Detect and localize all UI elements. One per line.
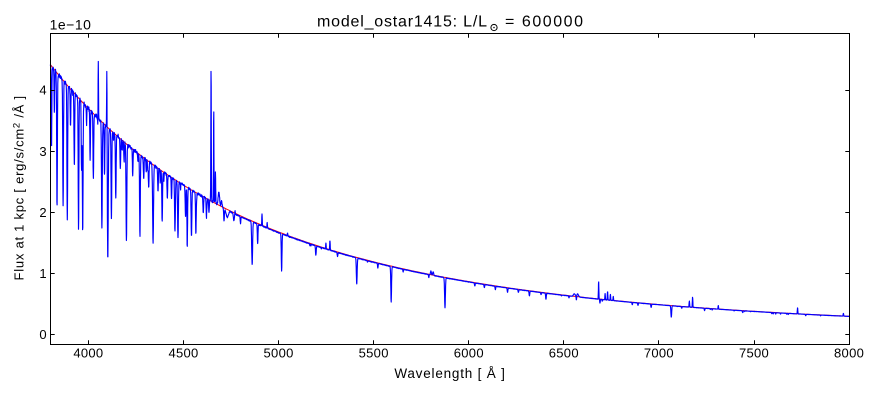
svg-text:0: 0 — [39, 327, 46, 342]
svg-text:5500: 5500 — [359, 345, 389, 360]
svg-text:6000: 6000 — [454, 345, 484, 360]
svg-text:4500: 4500 — [168, 345, 198, 360]
svg-text:4000: 4000 — [73, 345, 103, 360]
svg-text:4: 4 — [39, 83, 46, 98]
svg-text:1e−10: 1e−10 — [50, 17, 92, 33]
svg-text:Flux at 1 kpc [ erg/s/cm2 /Å ]: Flux at 1 kpc [ erg/s/cm2 /Å ] — [11, 95, 26, 280]
svg-text:3: 3 — [39, 144, 46, 159]
svg-text:model_ostar1415: L/L: model_ostar1415: L/L — [317, 14, 488, 31]
svg-text:6500: 6500 — [549, 345, 579, 360]
svg-text:7000: 7000 — [644, 345, 674, 360]
svg-text:5000: 5000 — [264, 345, 294, 360]
svg-text:2: 2 — [39, 205, 46, 220]
svg-text:8000: 8000 — [834, 345, 864, 360]
svg-text:7500: 7500 — [739, 345, 769, 360]
svg-text:1: 1 — [39, 266, 46, 281]
svg-text:= 600000: = 600000 — [505, 14, 585, 31]
svg-text:Wavelength [ Å ]: Wavelength [ Å ] — [394, 366, 505, 381]
